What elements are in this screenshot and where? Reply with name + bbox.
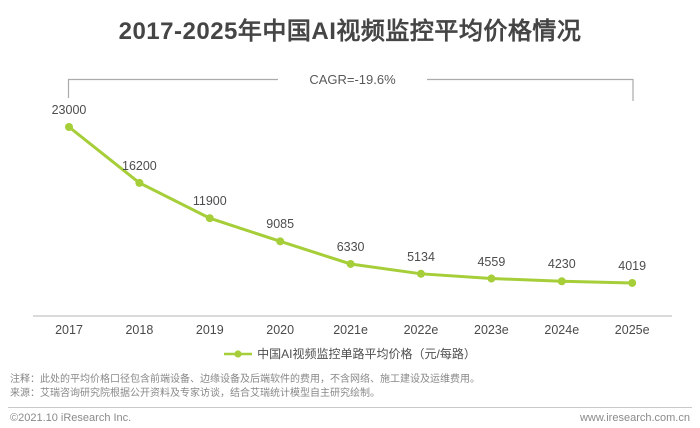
data-point-value-label: 4019 [618, 258, 647, 273]
x-axis-tick-label: 2022e [403, 323, 439, 337]
footer-divider [8, 407, 692, 408]
cagr-bracket [67, 78, 634, 101]
note-line-definition: 注释：此处的平均价格口径包含前端设备、边缘设备及后端软件的费用，不含网络、施工建… [10, 374, 480, 385]
data-point-marker [557, 277, 566, 286]
data-point-marker [135, 178, 144, 187]
cagr-annotation: CAGR=-19.6% [309, 72, 396, 87]
data-point-marker [276, 237, 285, 246]
x-axis-tick-label: 2025e [614, 323, 650, 337]
x-axis-tick-label: 2017 [55, 323, 83, 337]
x-axis-tick-label: 2024e [544, 323, 580, 337]
series-line-group [65, 123, 637, 287]
x-axis-tick-label: 2023e [474, 323, 509, 337]
data-point-value-label: 5134 [407, 249, 435, 264]
data-point-marker [628, 278, 637, 287]
legend-label: 中国AI视频监控单路平均价格（元/每路） [257, 347, 476, 361]
x-axis-tick-label: 2018 [125, 323, 154, 337]
x-axis-tick-label: 2021e [333, 323, 368, 337]
notes-block: 注释：此处的平均价格口径包含前端设备、边缘设备及后端软件的费用，不含网络、施工建… [10, 373, 690, 401]
page-title: 2017-2025年中国AI视频监控平均价格情况 [118, 18, 582, 45]
data-point-marker [346, 259, 355, 268]
data-point-value-label: 11900 [192, 194, 227, 209]
footer-copyright: ©2021.10 iResearch Inc. [10, 412, 132, 424]
x-axis-tick-label: 2019 [195, 323, 224, 337]
data-point-marker [205, 214, 214, 223]
data-point-marker [65, 123, 73, 131]
data-point-value-label: 4230 [547, 257, 576, 272]
data-point-marker [487, 274, 496, 283]
data-point-value-label: 6330 [336, 239, 365, 254]
footer-url[interactable]: www.iresearch.com.cn [579, 412, 690, 424]
legend-line-marker-icon [224, 349, 253, 358]
data-point-value-label: 4559 [477, 254, 506, 269]
footer: ©2021.10 iResearch Inc. www.iresearch.co… [10, 412, 690, 424]
data-point-value-label: 9085 [266, 217, 295, 232]
legend: 中国AI视频监控单路平均价格（元/每路） [0, 345, 700, 362]
data-point-value-label: 16200 [122, 158, 157, 173]
data-point-marker [417, 269, 425, 278]
data-point-value-label: 23000 [51, 103, 87, 117]
note-line-source: 来源：艾瑞咨询研究院根据公开资料及专家访谈，结合艾瑞统计模型自主研究绘制。 [10, 388, 380, 399]
x-axis-tick-label: 2020 [266, 323, 295, 337]
